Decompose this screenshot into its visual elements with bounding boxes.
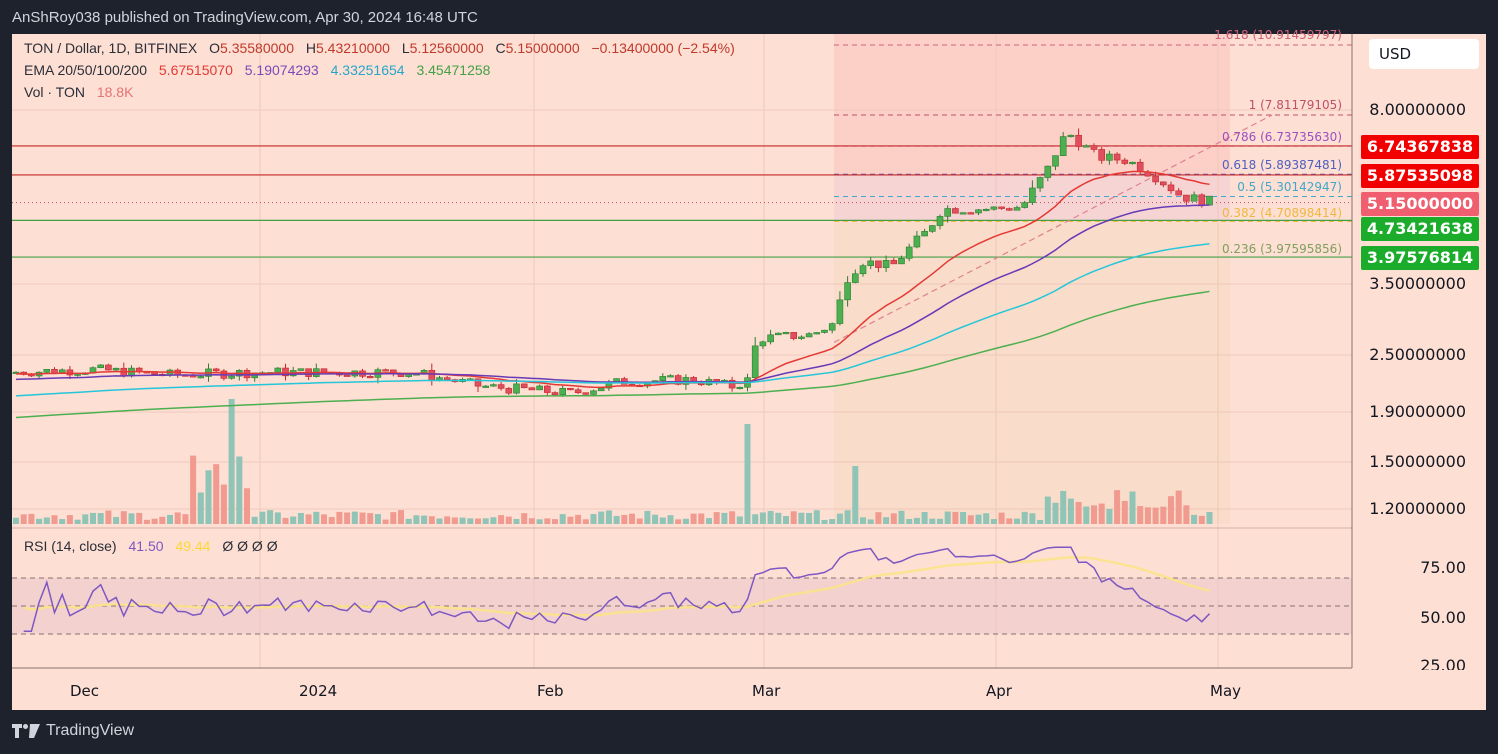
time-axis-label: Apr [986,682,1012,700]
volume-title: Vol · TON [24,84,85,100]
rsi-ma-value: 49.44 [175,538,211,554]
low-value: L5.12560000 [401,40,484,56]
fib-label-05: 0.5 (5.30142947) [1237,180,1342,194]
rsi-extras: Ø Ø Ø Ø [222,538,278,554]
fib-label-1618: 1.618 (10.91459797) [1214,28,1342,42]
time-axis-label: Mar [752,682,781,700]
rsi-axis-label: 25.00 [1420,656,1466,670]
price-tag-support-2: 3.97576814 [1361,246,1479,270]
fib-label-1: 1 (7.81179105) [1248,98,1342,112]
volume-legend[interactable]: Vol · TON 18.8K [24,84,141,100]
ema20-value: 5.67515070 [158,62,233,78]
tradingview-logo[interactable]: TradingView [12,722,134,740]
price-axis-label: 2.50000000 [1369,345,1466,364]
chart-canvas[interactable] [12,34,1486,710]
ema100-value: 4.33251654 [330,62,405,78]
rsi-axis-label: 50.00 [1420,608,1466,627]
chart-frame: TON / Dollar, 1D, BITFINEX O5.35580000 H… [12,28,1486,710]
rsi-value: 41.50 [128,538,164,554]
currency-selector[interactable]: USD [1369,39,1479,69]
price-axis-label: 8.00000000 [1369,100,1466,119]
ema-title: EMA 20/50/100/200 [24,62,147,78]
high-value: H5.43210000 [305,40,390,56]
price-tag-resistance-1: 6.74367838 [1361,135,1479,159]
ema50-value: 5.19074293 [244,62,319,78]
tradingview-logo-icon [12,724,40,738]
time-axis-label: Feb [537,682,564,700]
price-axis-label: 1.50000000 [1369,452,1466,471]
fib-label-0236: 0.236 (3.97595856) [1221,242,1342,256]
fib-label-0786: 0.786 (6.73735630) [1221,130,1342,144]
published-info: AnShRoy038 published on TradingView.com,… [12,9,478,26]
open-value: O5.35580000 [209,40,294,56]
ema-legend[interactable]: EMA 20/50/100/200 5.67515070 5.19074293 … [24,62,498,78]
volume-value: 18.8K [96,84,134,100]
price-axis-label: 1.20000000 [1369,499,1466,518]
change-value: −0.13400000 (−2.54%) [591,40,735,56]
rsi-axis-label: 75.00 [1420,558,1466,577]
time-axis-label: May [1210,682,1242,700]
rsi-legend[interactable]: RSI (14, close) 41.50 49.44 Ø Ø Ø Ø [24,538,286,554]
price-axis-label: 3.50000000 [1369,274,1466,293]
price-tag-support-1: 4.73421638 [1361,217,1479,241]
symbol-legend: TON / Dollar, 1D, BITFINEX O5.35580000 H… [24,40,743,56]
price-axis-label: 1.90000000 [1369,402,1466,421]
fib-label-0382: 0.382 (4.70898414) [1221,206,1342,220]
time-axis-label: 2024 [299,682,338,700]
symbol-title: TON / Dollar, 1D, BITFINEX [24,40,198,56]
time-axis-label: Dec [70,682,100,700]
price-tag-resistance-2: 5.87535098 [1361,164,1479,188]
rsi-title: RSI (14, close) [24,538,117,554]
brand-name: TradingView [46,722,135,739]
fib-label-0618: 0.618 (5.89387481) [1221,158,1342,172]
close-value: C5.15000000 [495,40,580,56]
ema200-value: 3.45471258 [416,62,491,78]
price-tag-last: 5.15000000 [1361,192,1479,216]
